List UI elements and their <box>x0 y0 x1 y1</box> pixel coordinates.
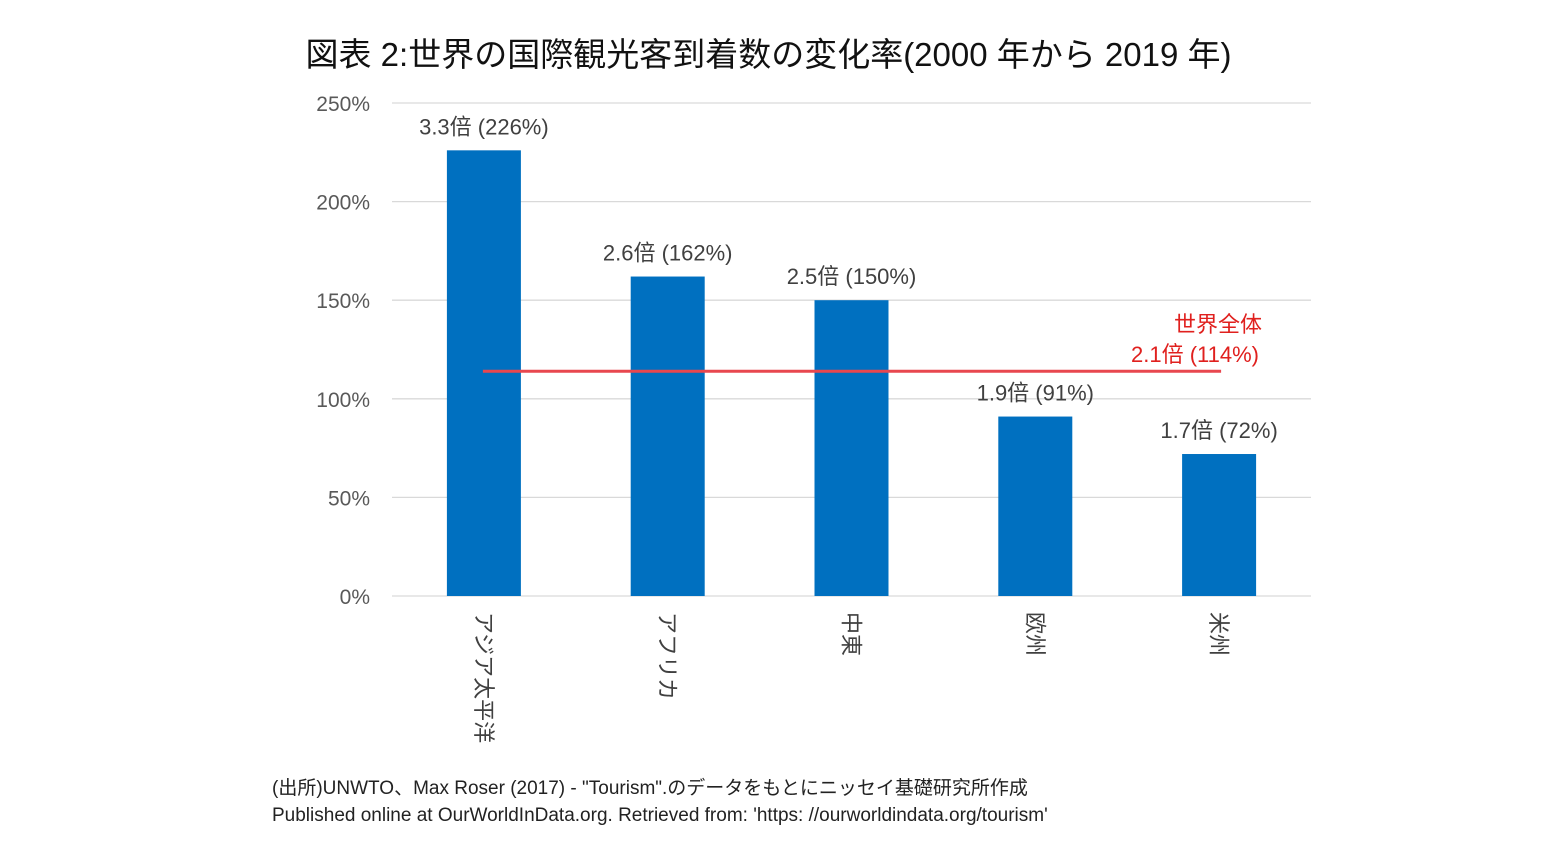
x-tick-label: 中東 <box>838 612 863 656</box>
y-tick-label: 50% <box>328 487 370 510</box>
x-tick-label: 米州 <box>1205 612 1230 656</box>
y-tick-label: 200% <box>316 192 370 215</box>
reference-line-value: 2.1倍 (114%) <box>1131 342 1259 367</box>
x-axis-tick-labels: アジア太平洋 アフリカ 中東 欧州 米州 <box>470 612 1230 743</box>
data-label: 3.3倍 (226%) <box>419 114 549 139</box>
y-tick-label: 250% <box>316 93 370 116</box>
bar <box>1182 454 1257 596</box>
y-tick-label: 100% <box>316 389 370 412</box>
bar <box>630 276 705 596</box>
bar <box>998 416 1073 596</box>
bars <box>446 150 1257 596</box>
data-label: 2.6倍 (162%) <box>603 241 733 266</box>
reference-line-name: 世界全体 <box>1174 313 1262 338</box>
x-tick-label: アジア太平洋 <box>470 612 495 743</box>
data-label: 2.5倍 (150%) <box>787 264 917 289</box>
y-tick-label: 0% <box>340 586 370 609</box>
bar <box>446 150 521 596</box>
data-label: 1.9倍 (91%) <box>977 381 1094 406</box>
y-axis-tick-labels: 0% 50% 100% 150% 200% 250% <box>316 93 370 609</box>
data-label: 1.7倍 (72%) <box>1160 418 1277 443</box>
source-note: (出所)UNWTO、Max Roser (2017) - "Tourism".の… <box>272 778 1028 799</box>
source-url-note: Published online at OurWorldInData.org. … <box>272 805 1048 826</box>
chart-title: 図表 2:世界の国際観光客到着数の変化率(2000 年から 2019 年) <box>305 36 1232 73</box>
x-tick-label: アフリカ <box>654 612 679 700</box>
reference-line-group: 世界全体 2.1倍 (114%) <box>482 313 1262 373</box>
data-labels: 3.3倍 (226%) 2.6倍 (162%) 2.5倍 (150%) 1.9倍 (9… <box>419 114 1278 443</box>
x-tick-label: 欧州 <box>1021 612 1046 656</box>
y-tick-label: 150% <box>316 290 370 313</box>
bar <box>814 300 889 596</box>
